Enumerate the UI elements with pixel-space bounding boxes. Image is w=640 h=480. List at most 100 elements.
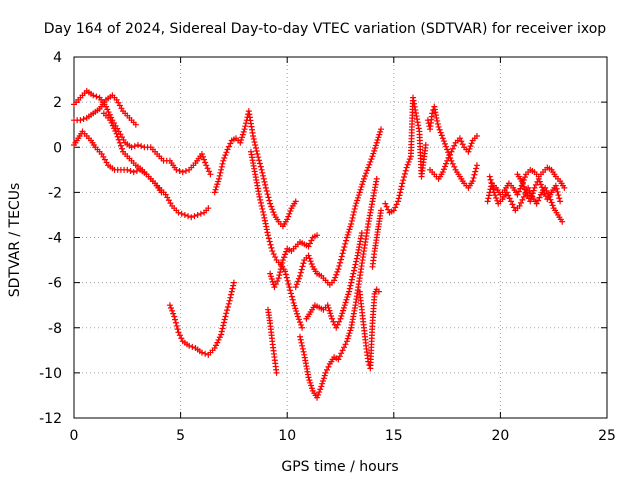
- data-point: [272, 254, 279, 261]
- data-point: [486, 173, 493, 180]
- data-point: [170, 310, 177, 317]
- data-point: [472, 168, 479, 175]
- data-point: [337, 256, 344, 263]
- data-point: [400, 177, 407, 184]
- data-point: [345, 291, 352, 298]
- x-tick-label: 10: [278, 428, 296, 444]
- data-point: [113, 130, 120, 137]
- data-point: [291, 302, 298, 309]
- data-point: [225, 300, 232, 307]
- data-point: [347, 282, 354, 289]
- data-point: [490, 186, 497, 193]
- data-point: [299, 263, 306, 270]
- data-point: [514, 191, 521, 198]
- data-point: [260, 208, 267, 215]
- data-point: [252, 145, 259, 152]
- data-point: [256, 160, 263, 167]
- data-point: [508, 198, 515, 205]
- data-point: [449, 145, 456, 152]
- data-point: [130, 169, 137, 176]
- data-point: [267, 241, 274, 248]
- data-point: [215, 178, 222, 185]
- y-tick-label: -8: [48, 321, 62, 337]
- data-point: [382, 200, 389, 207]
- data-point: [376, 131, 383, 138]
- data-point: [332, 274, 339, 281]
- data-point: [506, 195, 513, 202]
- data-point: [259, 205, 266, 212]
- data-point: [348, 217, 355, 224]
- data-point: [363, 170, 370, 177]
- data-point: [485, 195, 492, 202]
- data-point: [518, 178, 525, 185]
- data-point: [300, 348, 307, 355]
- data-point: [321, 372, 328, 379]
- y-tick-label: 0: [53, 140, 62, 156]
- series-arc-4: [100, 110, 165, 196]
- data-point: [188, 214, 195, 221]
- y-tick-label: 4: [53, 50, 62, 66]
- data-point: [345, 332, 352, 339]
- data-point: [182, 167, 189, 174]
- data-point: [281, 254, 288, 261]
- data-point: [202, 350, 209, 357]
- data-point: [299, 342, 306, 349]
- data-point: [256, 193, 263, 200]
- data-point: [536, 194, 543, 201]
- data-point: [228, 288, 235, 295]
- data-point: [296, 319, 303, 326]
- data-point: [314, 394, 321, 401]
- data-point: [522, 189, 529, 196]
- data-point: [308, 237, 315, 244]
- data-point: [267, 273, 274, 280]
- data-point: [282, 251, 289, 258]
- x-tick-label: 5: [176, 428, 185, 444]
- data-point: [406, 156, 413, 163]
- data-point: [230, 282, 237, 289]
- data-point: [307, 258, 314, 265]
- data-point: [340, 307, 347, 314]
- data-point: [541, 190, 548, 197]
- data-point: [128, 144, 135, 151]
- data-point: [435, 123, 442, 130]
- data-point: [343, 237, 350, 244]
- data-point: [133, 167, 140, 174]
- data-point: [108, 119, 115, 126]
- data-point: [174, 326, 181, 333]
- data-point: [257, 196, 264, 203]
- data-point: [320, 375, 327, 382]
- data-point: [434, 120, 441, 127]
- data-point: [290, 299, 297, 306]
- data-point: [357, 186, 364, 193]
- data-point: [298, 266, 305, 273]
- data-point: [437, 129, 444, 136]
- data-point: [535, 197, 542, 204]
- data-point: [282, 268, 289, 275]
- data-point: [525, 184, 532, 191]
- data-point: [333, 324, 340, 331]
- data-point: [342, 299, 349, 306]
- data-point: [223, 310, 230, 317]
- series-arc-19: [486, 173, 566, 225]
- data-point: [260, 211, 267, 218]
- data-point: [527, 198, 534, 205]
- data-point: [493, 195, 500, 202]
- data-point: [77, 117, 84, 124]
- data-point: [256, 157, 263, 164]
- y-tick-label: 2: [53, 95, 62, 111]
- data-point: [250, 135, 257, 142]
- data-point: [250, 132, 257, 139]
- data-point: [373, 139, 380, 146]
- data-point: [274, 278, 281, 285]
- data-point: [470, 174, 477, 181]
- data-point: [254, 151, 261, 158]
- data-point: [242, 123, 249, 130]
- data-point: [458, 138, 465, 145]
- series-arc-7: [247, 148, 306, 331]
- data-point: [343, 338, 350, 345]
- data-point: [220, 322, 227, 329]
- data-point: [441, 140, 448, 147]
- data-point: [533, 200, 540, 207]
- data-point: [405, 158, 412, 165]
